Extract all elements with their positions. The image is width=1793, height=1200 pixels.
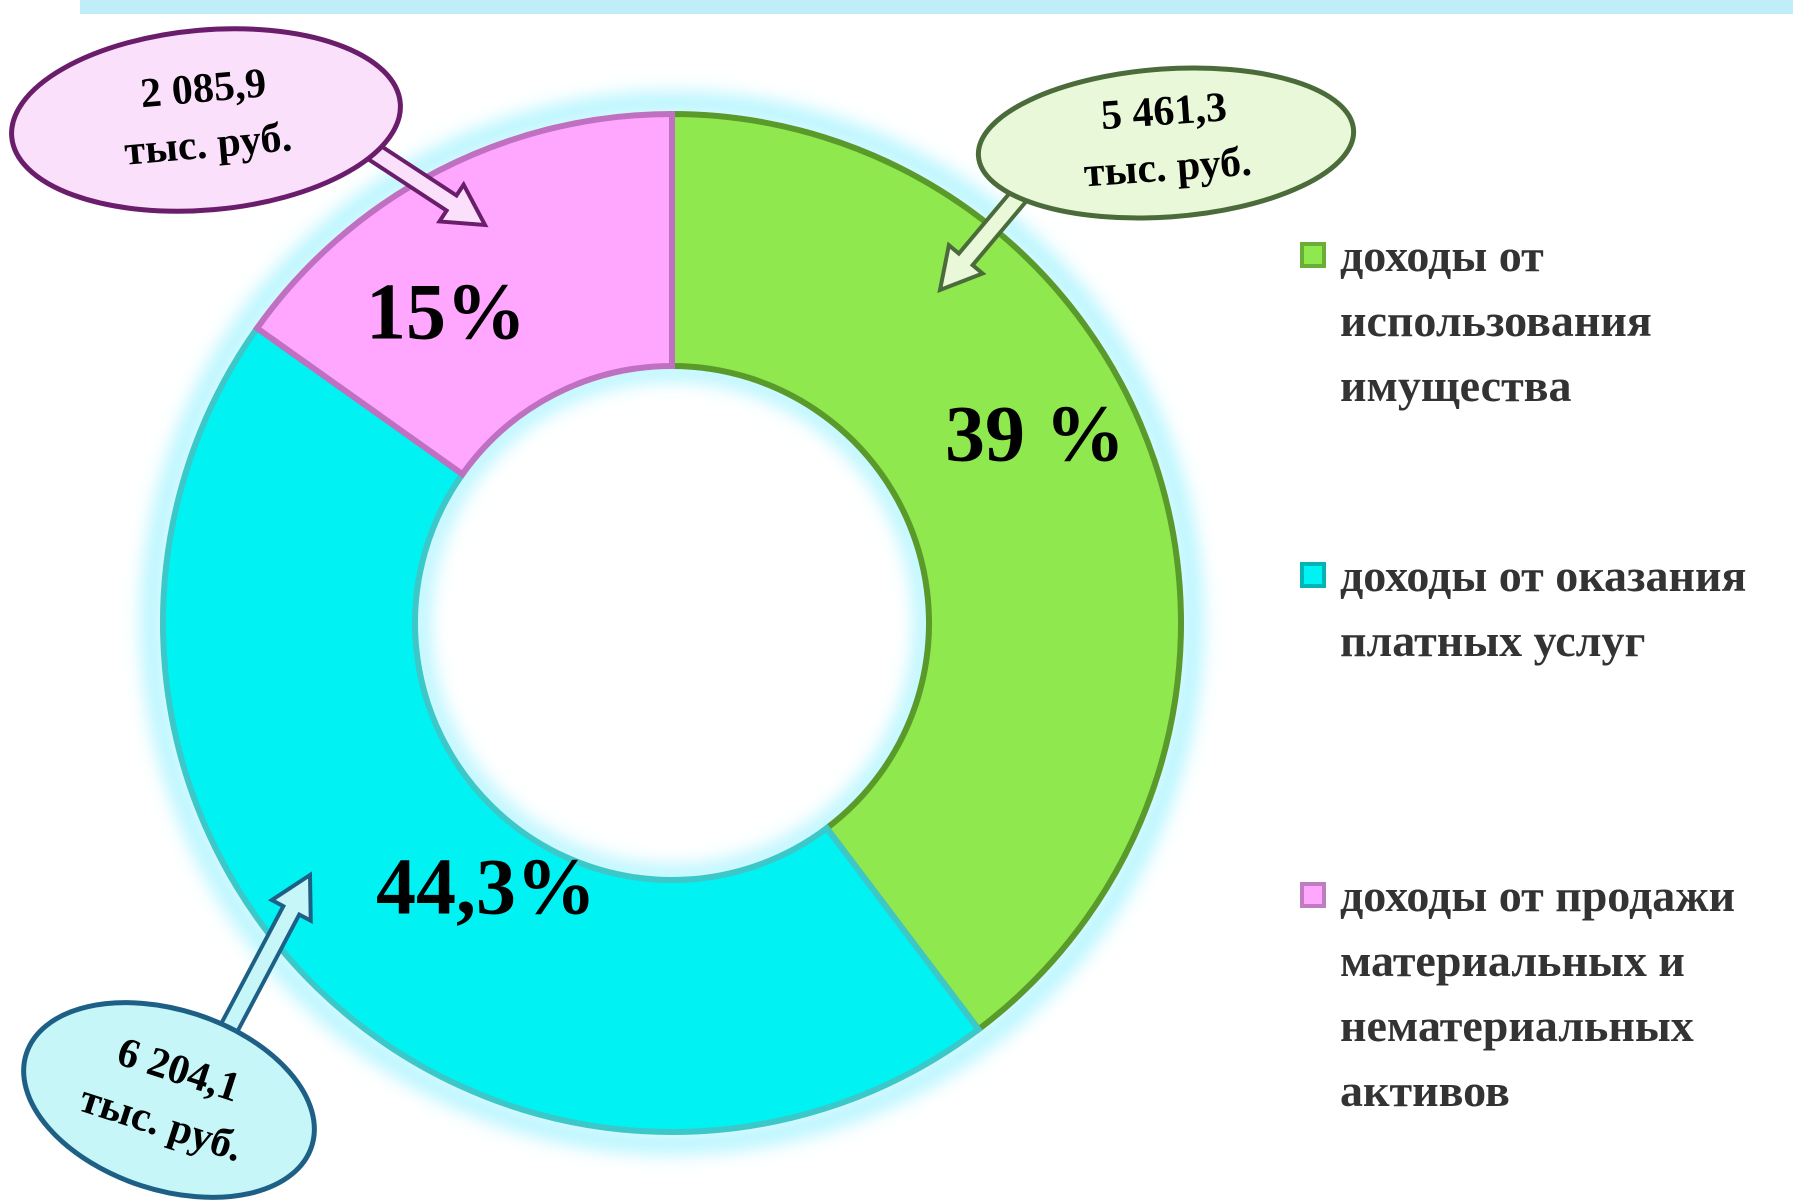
legend-swatch xyxy=(1300,882,1326,908)
callout-value: 5 461,3 xyxy=(1099,84,1228,139)
legend-label: доходы от оказания платных услуг xyxy=(1340,550,1747,666)
callout-arrow xyxy=(217,871,313,1037)
legend-label: доходы от продажи материальных и нематер… xyxy=(1340,870,1736,1116)
callout-bubble xyxy=(9,26,403,214)
legend-swatch xyxy=(1300,562,1326,588)
callout-value: 2 085,9 xyxy=(139,60,269,117)
legend-item: доходы от использования имущества xyxy=(1300,223,1790,418)
title-band xyxy=(80,0,1793,14)
callout-bubble xyxy=(975,65,1357,221)
percent-label: 44,3% xyxy=(376,843,596,931)
legend-swatch xyxy=(1300,242,1326,268)
slices xyxy=(160,110,1184,1135)
legend-label: доходы от использования имущества xyxy=(1340,230,1652,411)
percent-label: 39 % xyxy=(945,390,1125,478)
percent-label: 15% xyxy=(366,268,526,356)
donut-slice xyxy=(669,110,1184,1034)
legend-item: доходы от продажи материальных и нематер… xyxy=(1300,863,1790,1123)
donut-slice xyxy=(252,110,675,479)
callout-bubble xyxy=(21,1000,317,1200)
donut-slice xyxy=(160,324,983,1135)
hole-glow xyxy=(410,361,934,885)
donut-glow xyxy=(141,92,1203,1154)
legend-item: доходы от оказания платных услуг xyxy=(1300,543,1790,673)
